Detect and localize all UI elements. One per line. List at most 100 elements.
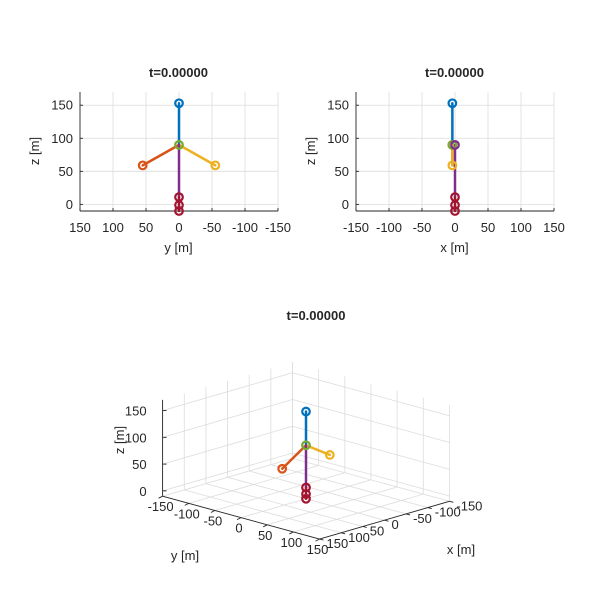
x-tick-label: -50 [204,514,223,529]
grid-line [292,399,450,443]
x-tick-label: 100 [102,220,124,235]
y-tick [427,507,432,510]
x-tick [158,495,163,499]
grid-line [162,452,293,492]
y-tick-label: 0 [66,197,73,212]
y-tick [362,526,367,528]
y-tick-label: 150 [327,98,349,113]
y-tick-label: 0 [342,197,349,212]
front-view-plot: t=0.00000 x [m] z [m] -150 -100 -50 0 50 100 1… [303,65,565,255]
data-point [450,200,460,210]
x-tick-label: 50 [258,528,272,543]
grid-line [162,399,293,438]
plot-title: t=0.00000 [425,65,484,80]
x-tick [262,524,268,528]
x-tick-label: 50 [481,220,495,235]
y-tick-label: 50 [370,524,384,539]
data-point [277,463,288,474]
side-view-plot: t=0.00000 y [m] z [m] 150 100 50 0 -50 -100 -1… [27,65,291,255]
data-point [137,160,148,171]
x-tick [236,517,242,521]
series-line [177,143,217,167]
series-line [141,143,181,167]
grid-line [162,425,293,465]
data-point [324,450,335,460]
z-tick-label: 0 [139,484,146,499]
x-tick-label: 150 [543,220,565,235]
data-point [301,489,311,499]
plot-title: t=0.00000 [149,65,208,80]
data-point [174,139,184,150]
data-point [447,98,458,109]
data-point [301,440,311,451]
y-tick-label: 100 [51,131,73,146]
grid-line [249,470,407,515]
data-point [174,98,184,109]
x-tick-label: 0 [175,220,182,235]
x-axis-label: x [m] [440,240,468,255]
x-tick-label: -150 [148,499,174,514]
grid-line [292,372,450,417]
grid-line [292,425,450,470]
data-point [450,206,460,216]
y-tick-label: -50 [413,511,432,526]
x-tick-label: 100 [510,220,532,235]
x-tick-label: -100 [232,220,258,235]
y-tick-label: 100 [348,530,370,545]
x-tick-label: -50 [413,220,432,235]
y-axis-label: z [m] [27,137,42,165]
y-tick-label: -150 [456,498,482,513]
grid-line [162,372,293,411]
y-tick-label: 50 [335,164,349,179]
z-tick-label: 50 [132,457,146,472]
x-tick [210,510,216,513]
x-tick-label: -150 [343,220,369,235]
y-tick-label: 100 [327,131,349,146]
x-tick-label: 50 [139,220,153,235]
y-tick [384,519,389,522]
z-axis-label: z [m] [112,426,127,454]
x-tick-label: 100 [280,535,302,550]
y-tick [319,538,324,541]
y-tick-label: -100 [435,505,461,520]
grid-line [292,452,450,497]
y-axis-label: z [m] [303,137,318,165]
x-axis-label: y [m] [164,240,192,255]
y-tick [405,513,411,516]
x-tick [315,538,320,542]
z-tick-label: 150 [125,404,147,419]
data-point [301,482,311,493]
x-tick-label: -100 [376,220,402,235]
data-point [447,160,458,171]
y-tick [341,532,346,535]
y-tick-label: 150 [51,98,73,113]
x-tick [184,502,189,506]
x-tick-label: -50 [203,220,222,235]
plot-title: t=0.00000 [287,308,346,323]
data-point [301,493,311,504]
data-point [174,206,184,216]
y-axis-label: y [m] [171,548,199,563]
x-axis-label: x [m] [447,542,475,557]
data-point [210,160,221,171]
x-tick-label: 0 [235,521,242,536]
y-tick-label: 50 [59,164,73,179]
data-point [450,139,460,150]
grid-line [205,483,363,527]
x-tick [289,531,294,535]
3d-view-plot: t=0.00000 x [m] y [m] z [m] -150 -100 -50 0… [112,308,482,563]
data-point [301,406,311,417]
y-tick-label: 0 [391,517,398,532]
data-point [174,200,184,210]
series-line [280,444,308,471]
x-tick-label: -100 [174,506,200,521]
x-tick-label: 0 [451,220,458,235]
grid-line [270,464,428,508]
x-tick-label: 150 [307,542,329,557]
y-tick [449,500,454,503]
z-tick-label: 100 [125,430,147,445]
x-tick-label: -150 [265,220,291,235]
x-tick-label: 150 [69,220,91,235]
y-tick-label: 150 [327,536,349,551]
